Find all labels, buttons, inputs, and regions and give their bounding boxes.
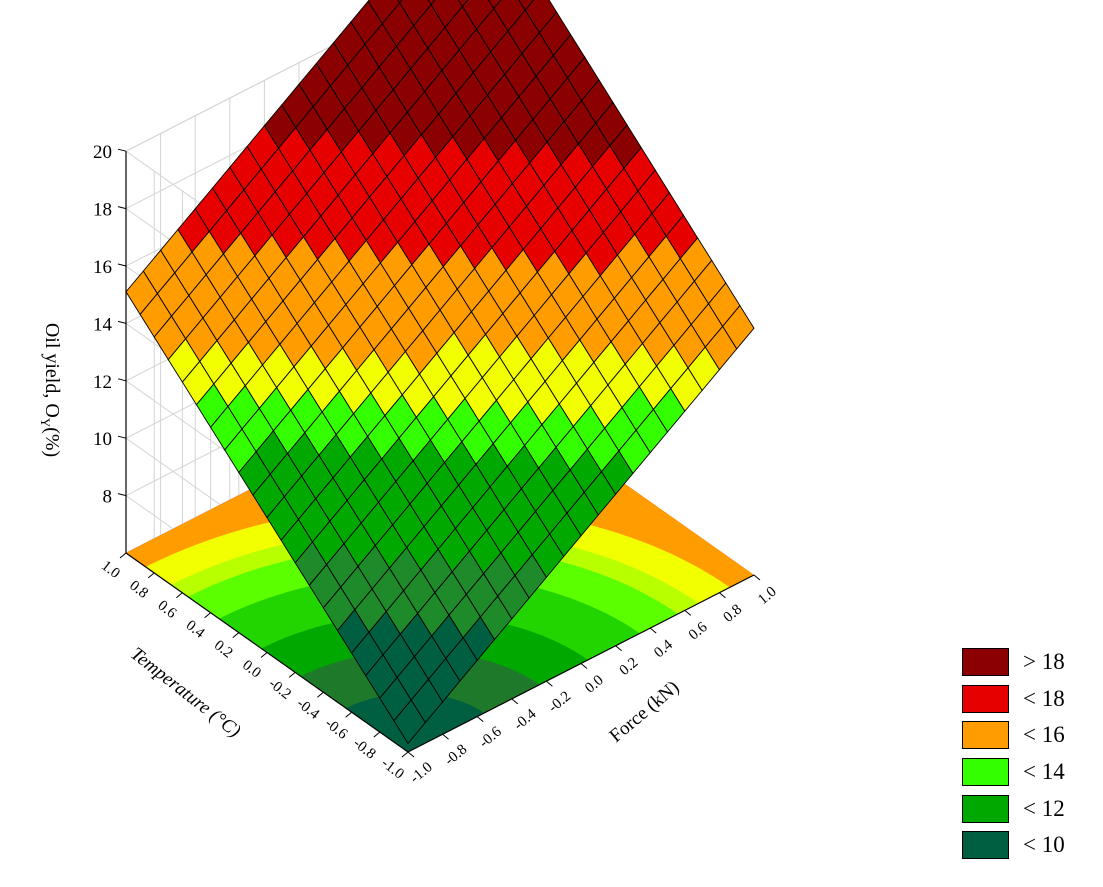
force-tick-label: -0.4 xyxy=(511,706,540,734)
temperature-tick-mark xyxy=(317,691,324,698)
legend-swatch xyxy=(962,684,1009,713)
z-axis-label-main: Oil yield, O xyxy=(41,323,63,418)
legend: > 18 < 18 < 16 < 14 < 12 < 10 xyxy=(962,644,1092,864)
legend-swatch xyxy=(962,648,1009,677)
surface-cell xyxy=(427,0,436,6)
legend-label: < 12 xyxy=(1023,795,1065,821)
force-tick-mark xyxy=(580,663,588,669)
force-tick-label: 0.0 xyxy=(582,672,607,696)
z-tick-label: 18 xyxy=(93,200,112,221)
force-tick-label: 0.4 xyxy=(651,637,676,662)
force-tick-mark xyxy=(615,645,622,652)
force-tick-mark xyxy=(649,627,657,634)
legend-swatch xyxy=(962,831,1009,860)
temperature-tick-label: -0.4 xyxy=(294,696,323,724)
temperature-tick-mark xyxy=(288,672,296,678)
legend-swatch xyxy=(962,794,1009,823)
force-tick-mark xyxy=(407,751,415,758)
temperature-tick-label: 0.0 xyxy=(239,657,264,681)
temperature-tick-mark xyxy=(260,652,268,658)
temperature-tick-label: 1.0 xyxy=(98,558,123,582)
z-tick-label: 14 xyxy=(93,314,113,335)
legend-item: > 18 xyxy=(962,644,1092,681)
surface-cell xyxy=(457,0,469,8)
z-tick-mark xyxy=(117,206,127,210)
z-tick-label: 20 xyxy=(93,142,112,163)
legend-label: < 18 xyxy=(1023,685,1065,711)
temperature-tick-label: 0.8 xyxy=(126,578,151,602)
z-axis-label-sub: Y xyxy=(38,418,53,428)
temperature-tick-label: -1.0 xyxy=(378,755,407,782)
z-tick-mark xyxy=(117,493,127,497)
legend-item: < 10 xyxy=(962,827,1092,864)
legend-label: < 10 xyxy=(1023,832,1065,858)
z-tick-mark xyxy=(117,378,127,382)
z-tick-label: 8 xyxy=(103,487,113,508)
force-tick-mark xyxy=(442,733,449,740)
legend-swatch xyxy=(962,721,1009,750)
temperature-tick-mark xyxy=(373,731,381,738)
legend-item: < 18 xyxy=(962,681,1092,718)
temperature-tick-mark xyxy=(147,572,155,579)
force-tick-label: -0.6 xyxy=(476,723,505,751)
force-tick-mark xyxy=(476,716,484,722)
response-surface xyxy=(125,0,755,745)
z-tick-mark xyxy=(117,435,127,439)
force-tick-mark xyxy=(753,574,761,581)
temperature-tick-mark xyxy=(345,711,352,718)
force-tick-mark xyxy=(684,610,692,616)
force-tick-label: 0.8 xyxy=(721,601,746,625)
legend-label: < 14 xyxy=(1023,759,1065,785)
temperature-tick-label: 0.6 xyxy=(155,598,180,622)
force-tick-mark xyxy=(546,680,553,687)
z-axis-ticks: 20 18 16 14 12 10 8 xyxy=(93,142,127,508)
temperature-tick-label: 0.2 xyxy=(211,637,236,661)
temperature-tick-mark xyxy=(176,592,183,599)
temperature-tick-label: -0.6 xyxy=(322,715,351,743)
force-tick-mark xyxy=(511,698,519,705)
z-tick-mark xyxy=(117,320,127,324)
surface-cell xyxy=(393,699,426,745)
force-tick-mark xyxy=(719,592,726,599)
temperature-tick-label: -0.2 xyxy=(265,676,294,703)
z-tick-label: 12 xyxy=(93,372,112,393)
temperature-tick-label: 0.4 xyxy=(183,617,208,641)
surface-cell xyxy=(487,0,502,10)
force-axis-label: Force (kN) xyxy=(606,677,684,747)
temperature-tick-label: -0.8 xyxy=(350,735,379,762)
temperature-tick-mark xyxy=(119,552,127,559)
legend-item: < 12 xyxy=(962,790,1092,827)
force-tick-label: 1.0 xyxy=(755,584,780,608)
force-tick-label: -1.0 xyxy=(407,759,435,787)
z-tick-mark xyxy=(117,148,127,152)
force-tick-label: 0.2 xyxy=(617,655,642,679)
legend-label: > 18 xyxy=(1023,649,1065,675)
force-tick-label: -0.2 xyxy=(546,688,574,716)
legend-item: < 16 xyxy=(962,717,1092,754)
temperature-tick-mark xyxy=(232,632,240,638)
z-tick-mark xyxy=(117,263,127,267)
temperature-tick-mark xyxy=(204,612,211,619)
force-tick-label: 0.6 xyxy=(686,619,711,644)
force-tick-label: -0.8 xyxy=(442,741,470,769)
legend-item: < 14 xyxy=(962,754,1092,791)
legend-label: < 16 xyxy=(1023,722,1065,748)
z-tick-label: 10 xyxy=(93,429,112,450)
z-tick-label: 16 xyxy=(93,257,112,278)
legend-swatch xyxy=(962,758,1009,787)
surface-cell xyxy=(518,0,535,12)
z-axis-label-unit: (%) xyxy=(41,427,63,457)
temperature-tick-mark xyxy=(401,751,409,758)
z-axis-label: Oil yield, OY(%) xyxy=(38,323,63,457)
